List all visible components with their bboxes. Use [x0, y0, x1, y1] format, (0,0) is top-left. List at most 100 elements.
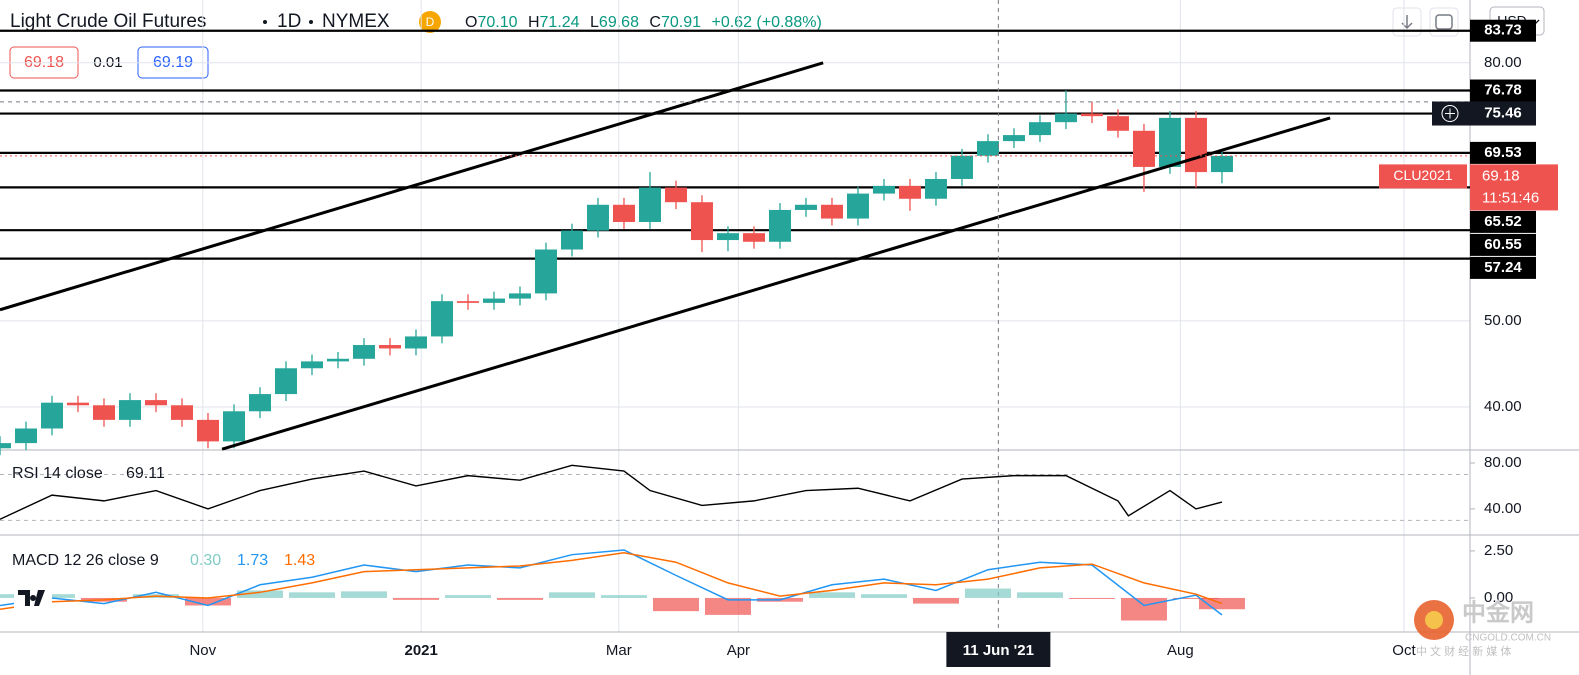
candle-body [508, 293, 531, 299]
candle-body [898, 185, 921, 199]
exchange: NYMEX [322, 11, 390, 32]
level-label: 76.78 [1484, 81, 1522, 98]
trendline [221, 116, 1331, 451]
candle-body [768, 209, 791, 242]
macd-histogram-bar [392, 597, 439, 600]
candle-body [742, 233, 765, 242]
y-tick-label: 80.00 [1484, 454, 1522, 471]
candle-body [924, 178, 947, 199]
ohlc-key: L [590, 14, 599, 31]
x-tick-label: 2021 [405, 642, 438, 659]
candle-body [1132, 130, 1155, 167]
macd-histogram-bar [288, 592, 335, 598]
macd-histogram-bar [340, 591, 387, 598]
candle-body [664, 187, 687, 203]
candle-body [326, 358, 349, 362]
macd-histogram-bar [1068, 597, 1115, 599]
macd-histogram-bar [1016, 592, 1063, 598]
macd-histogram-bar [496, 597, 543, 600]
candle-body [300, 361, 323, 369]
separator [309, 20, 313, 24]
tv-logo [18, 590, 45, 606]
candle-body [612, 204, 635, 222]
candle-body [794, 204, 817, 210]
separator [263, 20, 267, 24]
macd-title: MACD 12 26 close 9 [12, 552, 159, 569]
candle-body [222, 411, 245, 442]
level-label-box [1470, 141, 1536, 164]
price-box [1470, 164, 1558, 211]
ohlc-value: 71.24 [540, 14, 580, 31]
ohlc-key: C [649, 14, 661, 31]
candle-body [1054, 113, 1077, 123]
level-label: 60.55 [1484, 236, 1522, 253]
countdown-label: 11:51:46 [1482, 189, 1539, 206]
trendline [0, 61, 824, 312]
y-tick-label: 0.00 [1484, 589, 1513, 606]
x-tick-label: Oct [1392, 642, 1416, 659]
candle-body [560, 230, 583, 250]
symbol-title: Light Crude Oil Futures [10, 11, 206, 32]
level-label: 83.73 [1484, 22, 1522, 39]
rsi-title: RSI 14 close [12, 465, 103, 482]
macd-histogram-bar [860, 594, 907, 598]
candle-body [404, 336, 427, 349]
candle-body [586, 204, 609, 231]
macd-line [0, 552, 1223, 610]
candle-body [716, 233, 739, 241]
level-label-box [1470, 79, 1536, 102]
candle-body [846, 193, 869, 219]
candle-body [950, 155, 973, 179]
badge[interactable] [419, 11, 441, 33]
level-label-box [1470, 19, 1536, 42]
change: +0.62 (+0.88%) [711, 14, 821, 31]
ohlc-value: 70.91 [661, 14, 701, 31]
candle-body [1002, 135, 1025, 142]
legend-entry: 1.73 [237, 552, 268, 569]
candle-body [196, 419, 219, 442]
watermark-logo [1425, 611, 1443, 629]
candle-body [118, 400, 141, 420]
candle-body [1158, 117, 1181, 167]
symbol-box [1379, 164, 1467, 189]
rsi-line [0, 464, 1223, 520]
macd-histogram-bar [548, 592, 595, 598]
rsi-value: 69.11 [126, 465, 165, 482]
y-tick-label: 80.00 [1484, 54, 1522, 71]
x-tick-label: Aug [1167, 642, 1194, 659]
candle-body [274, 368, 297, 395]
candle-body [170, 405, 193, 420]
candle-body [1106, 116, 1129, 131]
candle-body [820, 204, 843, 219]
macd-histogram-bar [1120, 597, 1167, 621]
watermark-domain: CNGOLD.COM.CN [1465, 633, 1551, 644]
level-label: 57.24 [1484, 259, 1522, 276]
level-label: 69.53 [1484, 144, 1522, 161]
add-icon [1445, 108, 1455, 119]
legend-entry: 0.30 [190, 552, 221, 569]
candle-body [352, 345, 375, 359]
candle-body [1028, 122, 1051, 136]
macd-histogram-bar [444, 595, 491, 598]
y-tick-label: 2.50 [1484, 542, 1513, 559]
level-label-box [1470, 233, 1536, 256]
level-label-box [1470, 256, 1536, 279]
macd-histogram-bar [652, 597, 699, 612]
crosshair-x-label: 11 Jun '21 [963, 642, 1034, 659]
candle-body [14, 428, 37, 444]
legend-entry: 1.43 [284, 552, 315, 569]
macd-histogram-bar [0, 594, 23, 598]
ohlc-key: O [465, 14, 477, 31]
badge-text: D [426, 15, 435, 29]
macd-histogram-bar [600, 595, 647, 598]
interval: 1D [277, 11, 301, 32]
candle-body [456, 301, 479, 303]
candle-body [872, 185, 895, 194]
y-tick-label: 50.00 [1484, 312, 1522, 329]
crosshair-y-label: 75.46 [1484, 104, 1522, 121]
watermark-tagline: 中 文 财 经 新 媒 体 [1416, 644, 1511, 658]
x-tick-label: Mar [606, 642, 632, 659]
